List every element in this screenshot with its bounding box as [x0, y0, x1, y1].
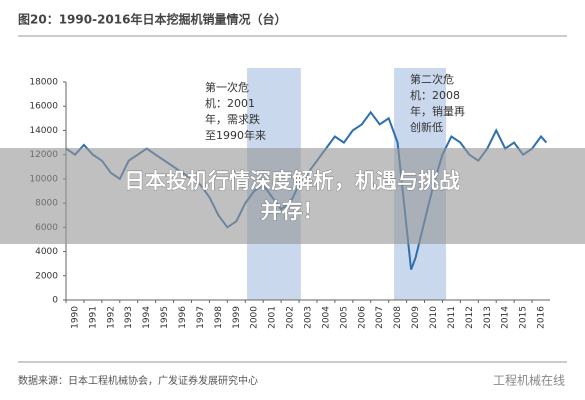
x-tick-label: 2000: [250, 306, 260, 329]
x-tick-label: 2008: [393, 306, 403, 329]
x-tick-label: 2014: [501, 306, 511, 329]
x-tick-label: 2016: [537, 306, 547, 329]
y-tick-label: 16000: [29, 102, 58, 112]
annotation: 创新低: [410, 120, 443, 134]
x-tick-label: 2006: [357, 306, 367, 329]
x-tick-label: 2011: [447, 306, 457, 329]
annotation: 机：2008: [410, 88, 460, 102]
x-tick-label: 2004: [321, 306, 331, 329]
x-tick-label: 2003: [304, 306, 314, 329]
x-tick-label: 1996: [178, 306, 188, 329]
overlay-text: 并存！: [261, 199, 324, 223]
x-tick-label: 2010: [429, 306, 439, 329]
x-tick-label: 2009: [411, 306, 421, 329]
x-tick-label: 2015: [519, 306, 529, 329]
x-tick-label: 2007: [375, 306, 385, 329]
y-tick-label: 14000: [29, 126, 58, 136]
chart-title: 图20：1990-2016年日本挖掘机销量情况（台）: [18, 12, 286, 27]
x-tick-label: 1990: [70, 306, 80, 329]
x-tick-label: 1993: [124, 306, 134, 329]
annotation: 至1990年来: [205, 128, 266, 142]
annotation: 年，需求跌: [205, 112, 260, 126]
y-tick-label: 2000: [35, 271, 58, 281]
x-tick-label: 2013: [483, 306, 493, 329]
x-tick-label: 1995: [160, 306, 170, 329]
annotation: 第一次危: [205, 80, 249, 94]
annotation: 第二次危: [410, 72, 454, 86]
x-tick-label: 1994: [142, 306, 152, 329]
source: 数据来源：日本工程机械协会，广发证券发展研究中心: [18, 374, 258, 387]
overlay-band: [0, 148, 585, 244]
x-tick-label: 2001: [268, 306, 278, 329]
x-tick-label: 1998: [214, 306, 224, 329]
watermark: 工程机械在线: [493, 373, 565, 388]
annotation: 年，销量再: [410, 104, 465, 118]
x-tick-label: 2005: [339, 306, 349, 329]
y-tick-label: 4000: [35, 247, 58, 257]
annotation: 机：2001: [205, 96, 255, 110]
y-tick-label: 18000: [29, 78, 58, 88]
x-tick-label: 2002: [286, 306, 296, 329]
x-tick-label: 1991: [88, 306, 98, 329]
x-tick-label: 1997: [196, 306, 206, 329]
overlay-text: 日本投机行情深度解析，机遇与挑战: [124, 169, 460, 193]
x-tick-label: 1992: [106, 306, 116, 329]
x-tick-label: 1999: [232, 306, 242, 329]
x-tick-label: 2012: [465, 306, 475, 329]
y-tick-label: 0: [52, 296, 58, 306]
